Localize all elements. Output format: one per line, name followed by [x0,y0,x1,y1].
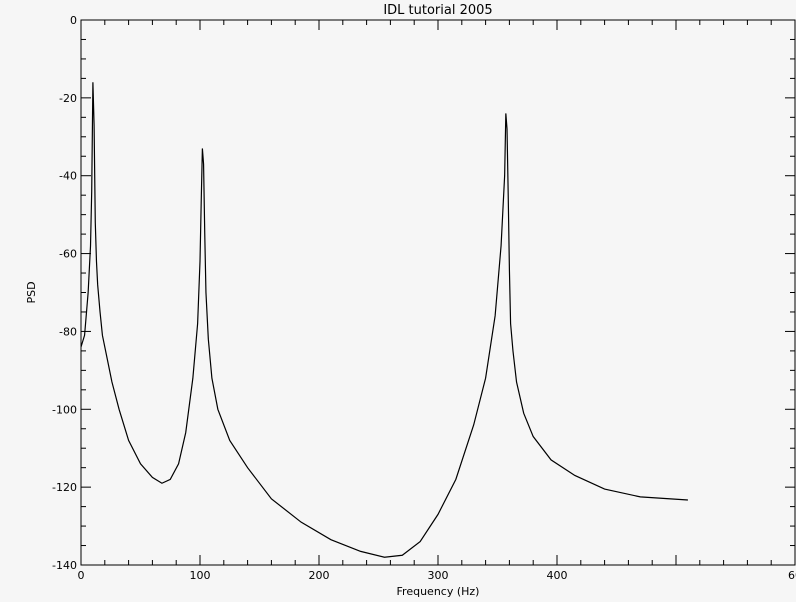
x-axis-label: Frequency (Hz) [397,585,480,598]
psd-series-line [80,82,688,558]
x-tick-label: 0 [78,569,85,582]
y-tick-label: -140 [52,559,77,572]
x-tick-label: 300 [428,569,449,582]
x-tick-label: 400 [547,569,568,582]
y-axis-label: PSD [25,281,38,303]
y-tick-label: -40 [59,170,77,183]
axis-tick-labels: 0 100 200 300 400 60 -140 -120 -100 -80 -60 -40 -20 0 [52,14,796,582]
chart-title: IDL tutorial 2005 [383,3,492,18]
y-tick-label: -60 [59,248,77,261]
y-tick-label: -80 [59,325,77,338]
axis-ticks [80,19,796,566]
y-tick-label: -20 [59,92,77,105]
y-tick-label: -100 [52,403,77,416]
x-tick-label: 60 [788,569,796,582]
x-tick-label: 100 [190,569,211,582]
plot-frame [80,19,796,566]
y-tick-label: 0 [70,14,77,27]
y-tick-label: -120 [52,481,77,494]
x-tick-label: 200 [309,569,330,582]
